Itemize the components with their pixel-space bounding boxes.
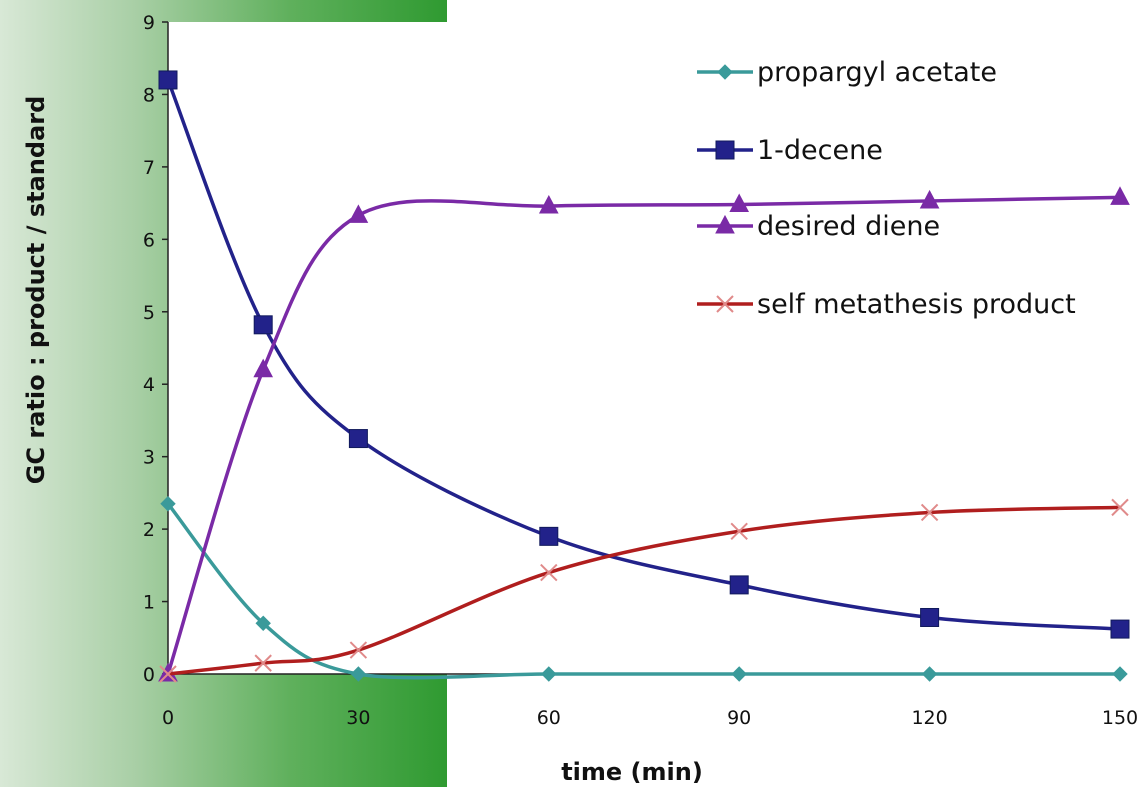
y-tick-label: 8 <box>143 84 155 106</box>
x-tick-label: 120 <box>911 707 947 729</box>
legend-label: desired diene <box>757 211 940 242</box>
legend-item: 1-decene <box>697 135 883 166</box>
legend-item: propargyl acetate <box>697 57 997 88</box>
point-marker <box>350 666 367 682</box>
point-marker <box>729 575 749 595</box>
legend-marker <box>715 140 735 160</box>
y-tick-label: 3 <box>143 447 155 469</box>
y-tick-label: 7 <box>143 157 155 179</box>
point-marker <box>539 526 559 546</box>
point-marker <box>1110 186 1130 205</box>
legend-label: propargyl acetate <box>757 57 997 88</box>
plot-area <box>168 22 1120 674</box>
series-layer <box>158 70 1130 683</box>
point-marker <box>348 204 369 223</box>
point-marker <box>160 496 176 512</box>
point-marker <box>729 193 750 213</box>
x-tick-label: 150 <box>1102 707 1138 729</box>
series-self-metathesis-product <box>159 498 1129 683</box>
series-propargyl-acetate <box>160 496 1128 682</box>
point-marker <box>349 641 368 659</box>
y-axis: 0 1 2 3 4 5 6 7 8 9 <box>143 12 169 686</box>
point-marker <box>255 615 271 631</box>
point-marker <box>1110 619 1130 639</box>
point-marker <box>540 563 558 582</box>
y-tick-label: 2 <box>143 519 155 541</box>
legend-marker <box>716 295 734 313</box>
legend-label: self metathesis product <box>757 289 1076 320</box>
x-tick-label: 30 <box>346 707 370 729</box>
point-marker <box>1112 666 1128 682</box>
legend-item: self metathesis product <box>697 289 1076 320</box>
point-marker <box>919 189 940 209</box>
point-marker <box>920 503 939 522</box>
y-tick-label: 9 <box>143 12 155 34</box>
point-marker <box>921 666 938 682</box>
x-tick-label: 90 <box>727 707 751 729</box>
point-marker <box>158 70 178 90</box>
point-marker <box>348 429 368 449</box>
legend-marker <box>717 64 733 80</box>
legend-item: desired diene <box>697 211 940 242</box>
point-marker <box>730 522 748 540</box>
point-marker <box>920 607 940 627</box>
y-tick-label: 4 <box>143 374 155 396</box>
x-tick-label: 0 <box>162 707 174 729</box>
point-marker <box>253 315 273 335</box>
x-axis-title: time (min) <box>561 758 703 786</box>
point-marker <box>538 194 559 214</box>
y-axis-title: GC ratio : product / standard <box>22 96 50 485</box>
point-marker <box>159 665 177 683</box>
series-desired-diene <box>158 186 1130 682</box>
point-marker <box>541 666 557 682</box>
point-marker <box>731 666 747 682</box>
series-1-decene <box>158 70 1130 639</box>
x-tick-label: 60 <box>537 707 561 729</box>
legend: propargyl acetate 1-decene desired diene se… <box>697 57 1076 320</box>
legend-marker <box>715 214 735 234</box>
series-line <box>167 505 1121 676</box>
point-marker <box>253 358 274 378</box>
y-tick-label: 0 <box>143 664 155 686</box>
legend-label: 1-decene <box>757 135 883 166</box>
y-tick-label: 5 <box>143 302 155 324</box>
point-marker <box>254 654 272 672</box>
y-tick-label: 1 <box>143 592 155 614</box>
x-axis: 0 30 60 90 120 150 <box>162 673 1138 729</box>
y-tick-label: 6 <box>143 229 155 251</box>
point-marker <box>1111 498 1129 517</box>
